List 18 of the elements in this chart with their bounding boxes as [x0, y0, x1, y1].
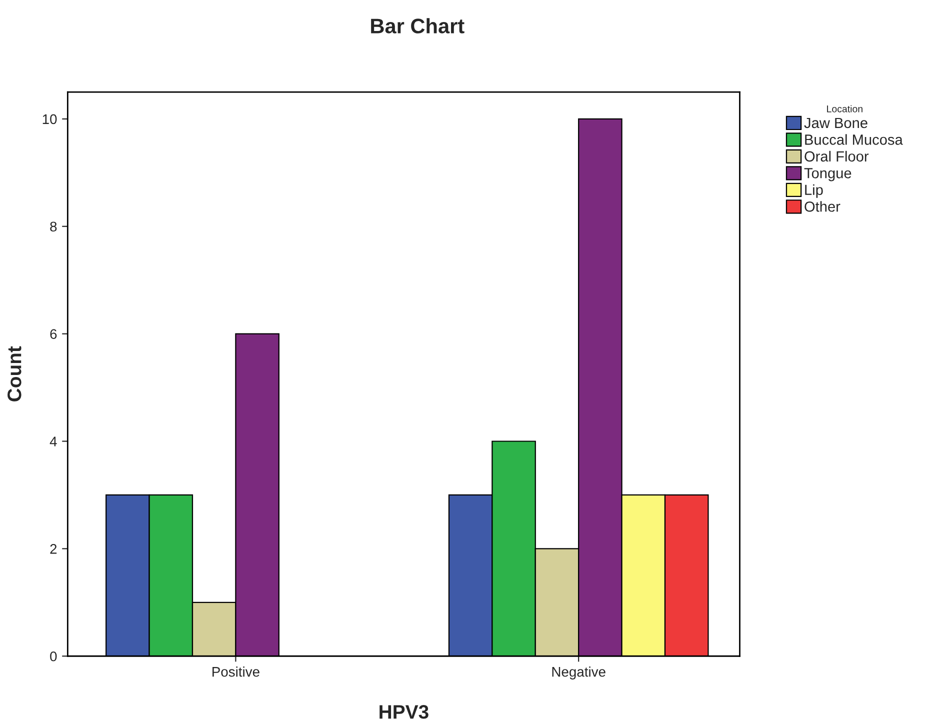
legend-label: Jaw Bone	[804, 118, 868, 128]
legend-label: Buccal Mucosa	[805, 134, 903, 145]
x-axis-title: HPV3	[380, 705, 428, 719]
legend-label: Tongue	[804, 168, 852, 182]
legend-label: Other	[804, 201, 840, 212]
y-tick-label: 8	[50, 222, 57, 232]
x-tick-label: Positive	[212, 666, 260, 677]
y-axis-title: Count	[8, 346, 22, 402]
y-tick-label: 4	[50, 436, 57, 446]
legend-label: Lip	[805, 184, 823, 198]
y-tick-label: 6	[50, 329, 57, 339]
x-tick-label: Negative	[552, 666, 606, 680]
chart-title: Bar Chart	[371, 18, 464, 34]
y-tick-label: 10	[42, 114, 57, 124]
legend-title: Location	[827, 105, 862, 112]
legend-label: Oral Floor	[804, 150, 869, 162]
y-tick-label: 0	[50, 651, 57, 662]
y-tick-label: 2	[50, 544, 57, 554]
